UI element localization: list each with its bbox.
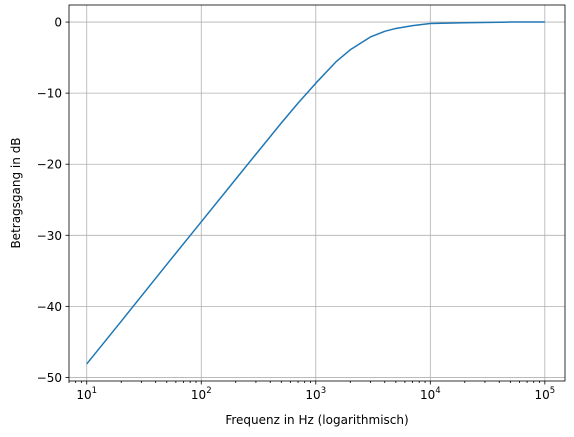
x-tick-label: 102: [191, 386, 212, 402]
x-tick-label: 104: [420, 386, 441, 402]
grid: [69, 5, 565, 381]
series-layer: [86, 21, 545, 365]
y-tick-label: −40: [37, 300, 62, 314]
x-tick-exponent: 3: [321, 386, 326, 396]
y-tick-label: −20: [37, 158, 62, 172]
y-axis-label: Betragsgang in dB: [9, 137, 23, 248]
x-tick-exponent: 2: [206, 386, 211, 396]
y-tick-label: −30: [37, 229, 62, 243]
x-tick-base: 10: [305, 388, 320, 402]
x-tick-exponent: 5: [550, 386, 555, 396]
series-line: [86, 21, 545, 365]
x-tick-base: 10: [420, 388, 435, 402]
x-tick-exponent: 4: [435, 386, 440, 396]
plot-frame: [68, 4, 566, 382]
y-tick-label: 0: [54, 16, 62, 30]
x-tick-label: 105: [534, 386, 555, 402]
x-tick-base: 10: [534, 388, 549, 402]
x-tick-label: 101: [76, 386, 97, 402]
x-tick-exponent: 1: [92, 386, 97, 396]
y-tick-label: −10: [37, 87, 62, 101]
x-tick-label: 103: [305, 386, 326, 402]
x-axis-label: Frequenz in Hz (logarithmisch): [225, 413, 408, 427]
x-tick-base: 10: [191, 388, 206, 402]
x-tick-base: 10: [76, 388, 91, 402]
y-tick-label: −50: [37, 371, 62, 385]
